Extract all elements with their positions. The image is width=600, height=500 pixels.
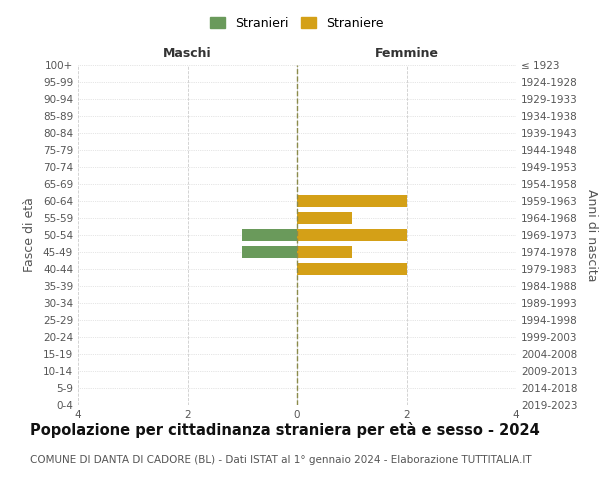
Text: COMUNE DI DANTA DI CADORE (BL) - Dati ISTAT al 1° gennaio 2024 - Elaborazione TU: COMUNE DI DANTA DI CADORE (BL) - Dati IS… [30, 455, 532, 465]
Bar [297, 212, 352, 224]
Bar [297, 194, 407, 207]
Bar [242, 228, 297, 241]
Y-axis label: Fasce di età: Fasce di età [23, 198, 36, 272]
Legend: Stranieri, Straniere: Stranieri, Straniere [205, 12, 389, 34]
Bar [242, 246, 297, 258]
Text: Popolazione per cittadinanza straniera per età e sesso - 2024: Popolazione per cittadinanza straniera p… [30, 422, 540, 438]
Y-axis label: Anni di nascita: Anni di nascita [586, 188, 598, 281]
Bar [297, 246, 352, 258]
Bar [297, 262, 407, 276]
Text: Femmine: Femmine [374, 47, 439, 60]
Bar [297, 228, 407, 241]
Text: Maschi: Maschi [163, 47, 212, 60]
